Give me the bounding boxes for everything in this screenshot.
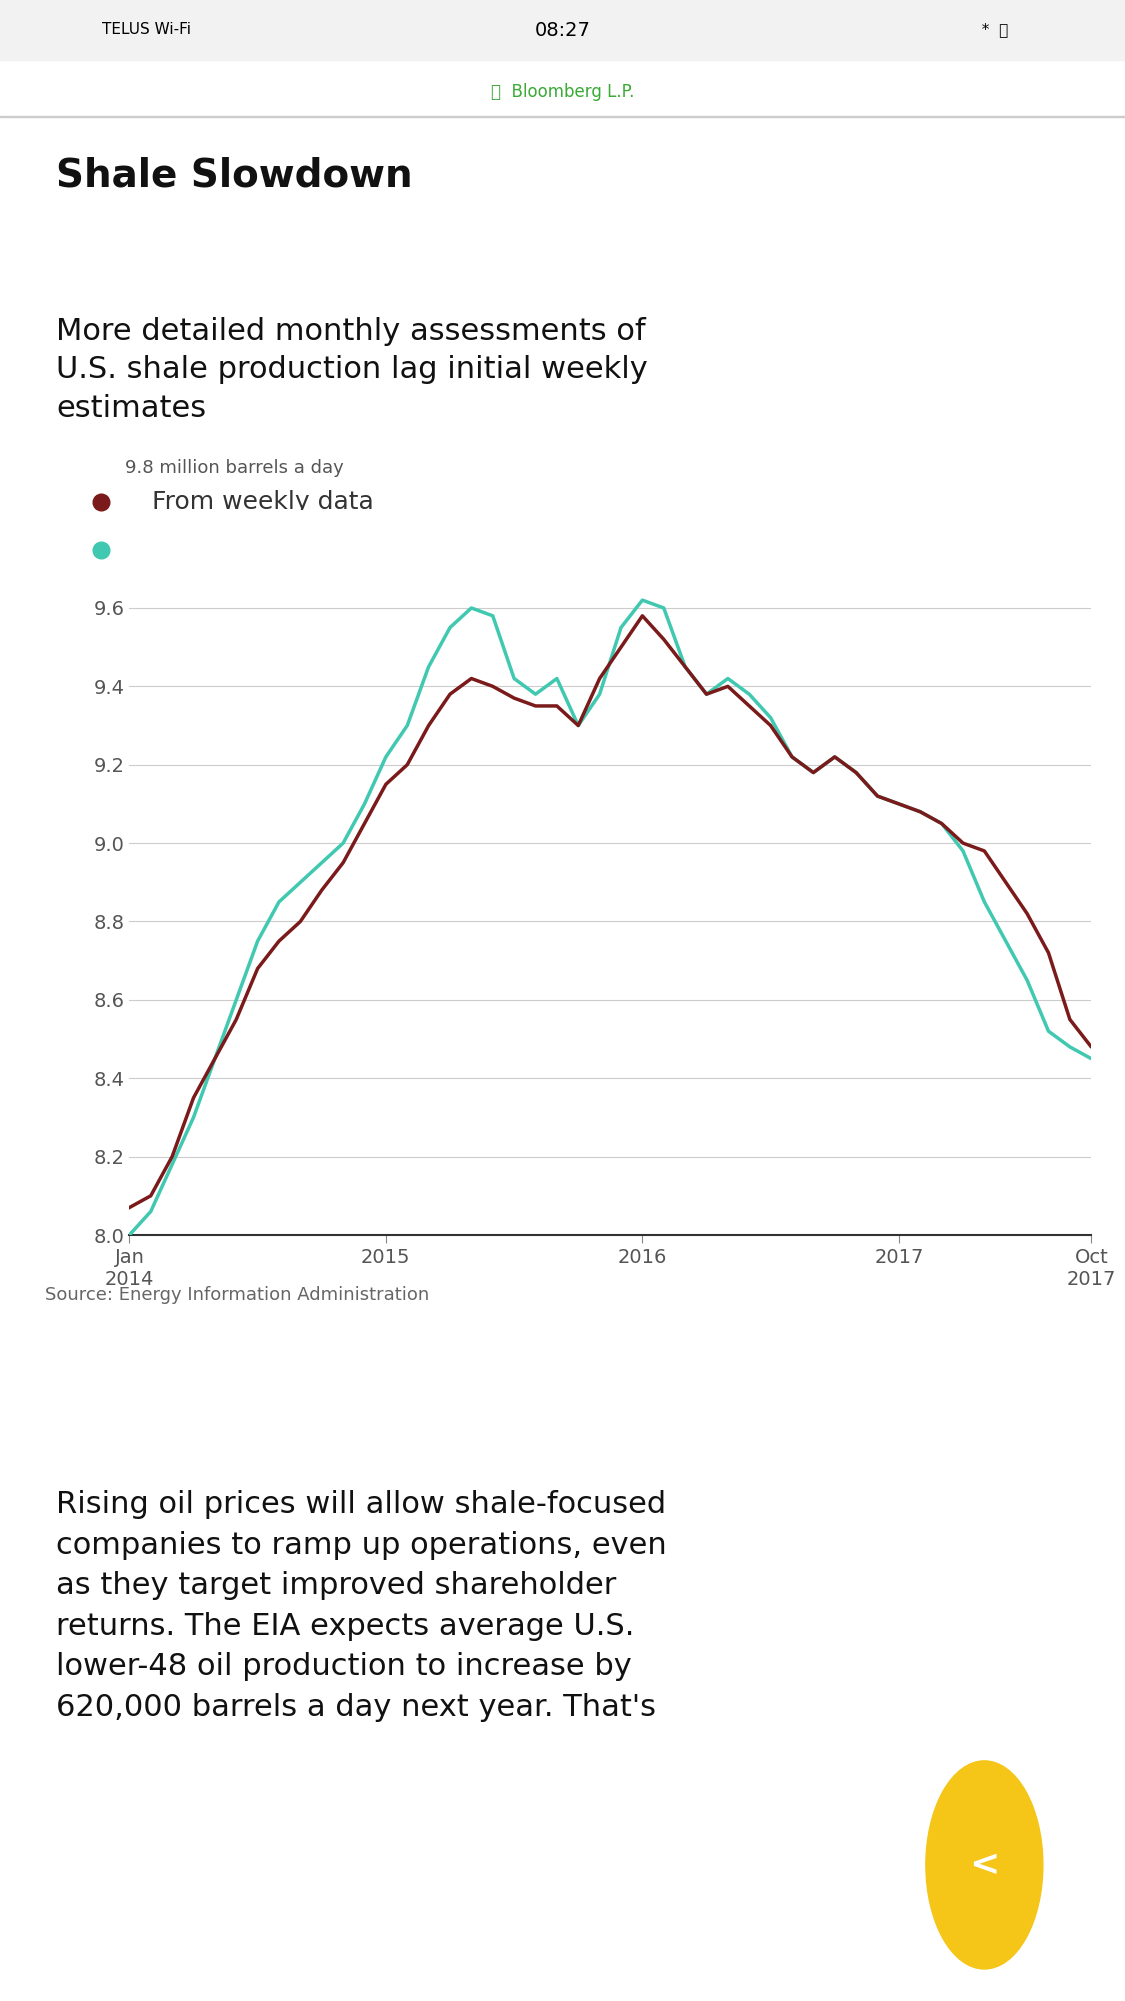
Text: *  🔋: * 🔋 [972,22,1008,38]
Text: More detailed monthly assessments of
U.S. shale production lag initial weekly
es: More detailed monthly assessments of U.S… [56,318,648,422]
Text: From weekly data: From weekly data [152,490,374,514]
Circle shape [926,1761,1043,1969]
Bar [0,0,1125,60]
Text: Rising oil prices will allow shale-focused
companies to ramp up operations, even: Rising oil prices will allow shale-focus… [56,1491,667,1721]
Text: <: < [970,1849,1000,1881]
Text: TELUS Wi-Fi: TELUS Wi-Fi [101,22,191,38]
Text: From monthly data: From monthly data [152,538,389,562]
Text: Shale Slowdown: Shale Slowdown [56,156,413,194]
Text: 🔒  Bloomberg L.P.: 🔒 Bloomberg L.P. [490,82,634,100]
Text: 08:27: 08:27 [534,20,591,40]
Text: 9.8 million barrels a day: 9.8 million barrels a day [125,460,343,478]
Text: Source: Energy Information Administration: Source: Energy Information Administratio… [45,1287,430,1305]
